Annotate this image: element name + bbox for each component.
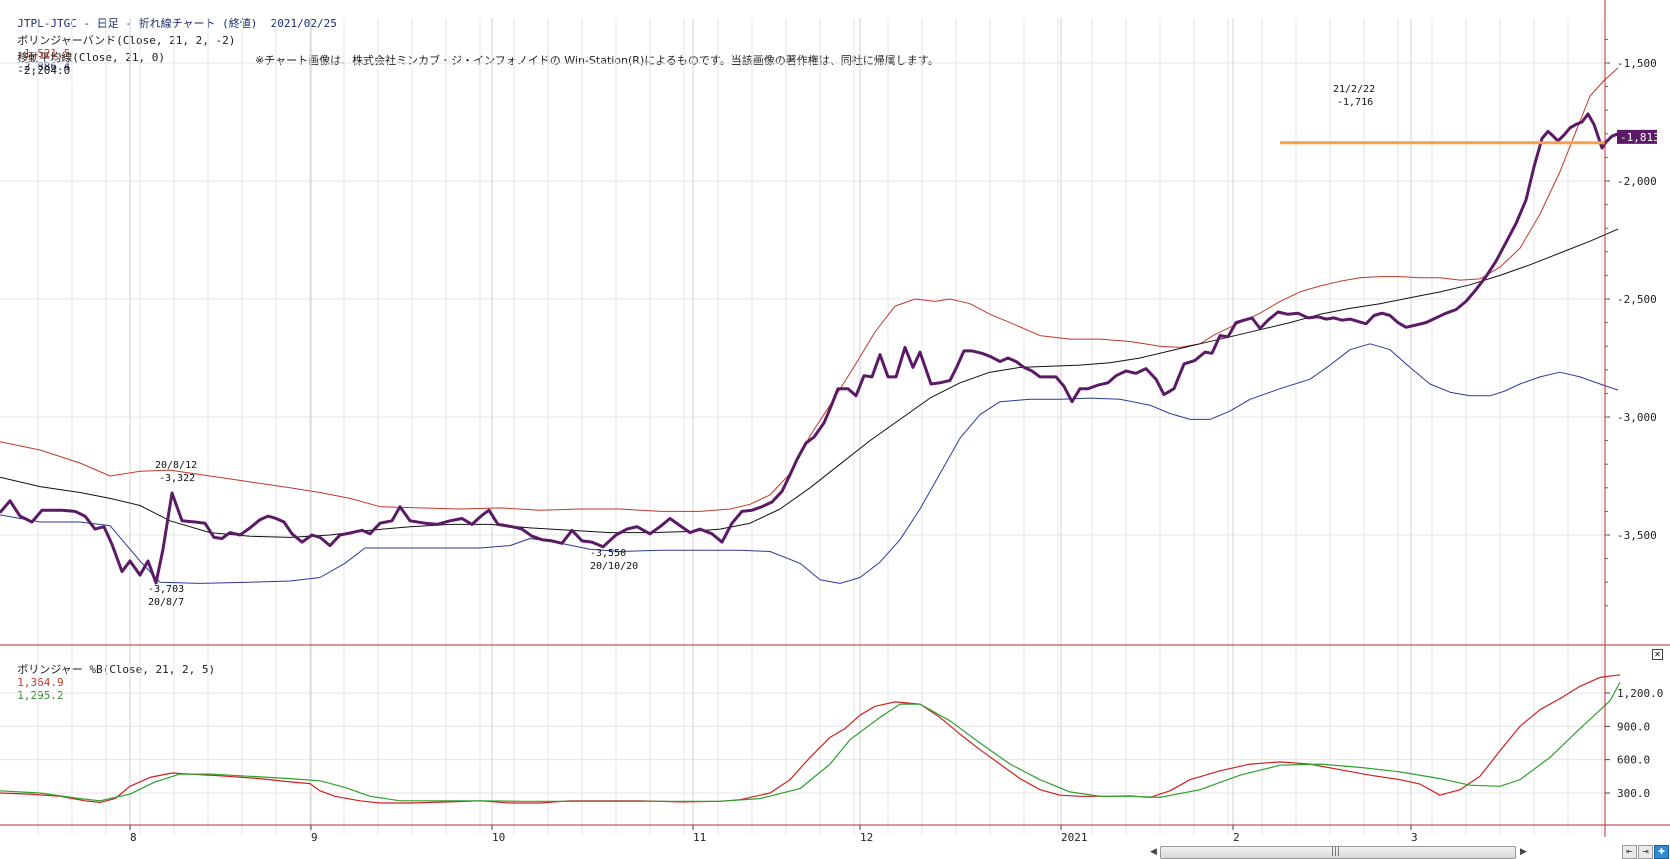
scroll-right-icon[interactable]: ▶ (1520, 847, 1527, 857)
last-price-tag-text: -1,813 (1620, 131, 1660, 144)
annotation-label: -3,550 (590, 548, 626, 559)
y-tick-label: 900.0 (1617, 720, 1650, 733)
y-tick-label: 300.0 (1617, 787, 1650, 800)
pctb-value-1: 1,364.9 (17, 676, 64, 689)
x-tick-label: 12 (860, 831, 873, 844)
pctb-value-2: 1,295.2 (17, 689, 64, 702)
y-tick-label: -1,500 (1617, 57, 1657, 70)
x-tick-label: 2 (1233, 831, 1240, 844)
annotation-label: 20/8/12 (155, 460, 197, 471)
x-tick-label: 10 (492, 831, 505, 844)
horizontal-scrollbar[interactable]: ||| (1160, 846, 1516, 859)
ma-line (0, 228, 1619, 538)
x-tick-label: 8 (130, 831, 137, 844)
annotation-label: 20/8/7 (148, 597, 184, 608)
x-tick-label: 2021 (1061, 831, 1088, 844)
close-icon[interactable]: ✕ (1652, 649, 1663, 660)
y-tick-label: -2,000 (1617, 175, 1657, 188)
y-tick-label: -3,000 (1617, 411, 1657, 424)
zoom-in-icon[interactable]: ✚ (1654, 845, 1669, 859)
ma-value: -2,204.0 (17, 64, 71, 77)
copyright-note: ※チャート画像は、株式会社ミンカブ・ジ・インフォノイドの Win-Station… (255, 54, 939, 67)
pctb-red-line (0, 674, 1621, 804)
x-tick-label: 3 (1411, 831, 1418, 844)
y-tick-label: -3,500 (1617, 529, 1657, 542)
y-tick-label: 600.0 (1617, 754, 1650, 767)
annotation-label: 21/2/22 (1333, 84, 1375, 95)
annotation-label: -1,716 (1337, 97, 1373, 108)
scroll-left-icon[interactable]: ◀ (1150, 847, 1157, 857)
bb-upper-line (0, 67, 1619, 512)
bb-lower-line (0, 343, 1619, 584)
pctb-green-line (0, 682, 1621, 802)
chart-title: JTPL-JTGC - 日足 - 折れ線チャート (終値) 2021/02/25 (17, 17, 337, 30)
bb-upper-value: -1,521.5 (17, 47, 71, 60)
zoom-out-icon[interactable]: ⇤ (1622, 845, 1637, 859)
x-tick-label: 11 (693, 831, 706, 844)
y-tick-label: 1,200.0 (1617, 687, 1663, 700)
y-tick-label: -2,500 (1617, 293, 1657, 306)
annotation-label: 20/10/20 (590, 561, 638, 572)
zoom-fit-icon[interactable]: ⇥ (1638, 845, 1653, 859)
x-tick-label: 9 (311, 831, 318, 844)
scroll-grip-icon: ||| (1331, 847, 1341, 857)
last-price-tag (1617, 129, 1657, 144)
close-line (0, 112, 1619, 585)
annotation-label: -3,703 (148, 584, 184, 595)
pctb-legend-label: ボリンジャー %B(Close, 21, 2, 5) (17, 663, 216, 676)
annotation-label: -3,322 (159, 473, 195, 484)
